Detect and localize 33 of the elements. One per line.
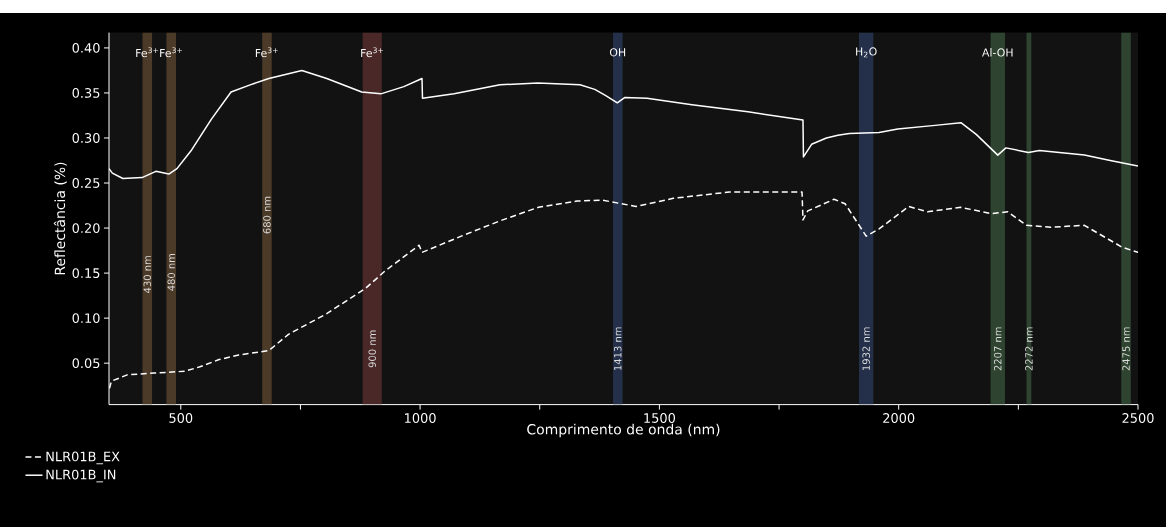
y-tick-label: 0.25 [72,178,100,188]
band-label: 1932 nm [862,327,870,370]
band-label: 1413 nm [613,327,622,370]
band-label: 680 nm [263,196,271,234]
x-tick-label: 2000 [883,413,915,423]
band-label: 480 nm [167,254,175,291]
band-label: 2272 nm [1025,327,1033,371]
legend-label: NLR01B_EX [46,451,120,465]
band-label: 900 nm [368,330,376,368]
band-label: 2475 nm [1122,327,1130,371]
y-tick-label: 0.20 [72,223,100,233]
x-axis-title: Comprimento de onda (nm) [527,423,720,438]
y-tick-label: 0.15 [72,268,100,278]
y-tick-label: 0.10 [72,313,100,324]
x-tick-label: 2500 [1122,413,1154,423]
x-tick-label: 1500 [644,413,675,423]
y-tick-label: 0.35 [72,88,100,98]
y-tick-label: 0.40 [72,43,100,53]
annotation: Fe$^{3+}$ [160,47,183,58]
y-tick-label: 0.30 [72,133,100,143]
x-tick-label: 500 [169,413,193,423]
x-tick-label: 1000 [405,413,436,423]
annotation: Fe$^{3+}$ [255,47,278,58]
y-axis-title: Reflectância (%) [53,162,67,275]
annotation: Al-OH [982,48,1013,57]
y-tick-label: 0.05 [72,358,100,369]
annotation: Fe$^{3+}$ [136,47,159,58]
band-label: 430 nm [143,256,152,293]
annotation: H$_{2}$O [856,47,877,58]
band-label: 2207 nm [993,327,1002,371]
annotation: Fe$^{3+}$ [361,47,384,58]
annotation: OH [609,48,626,57]
legend-label: NLR01B_IN [46,469,116,483]
